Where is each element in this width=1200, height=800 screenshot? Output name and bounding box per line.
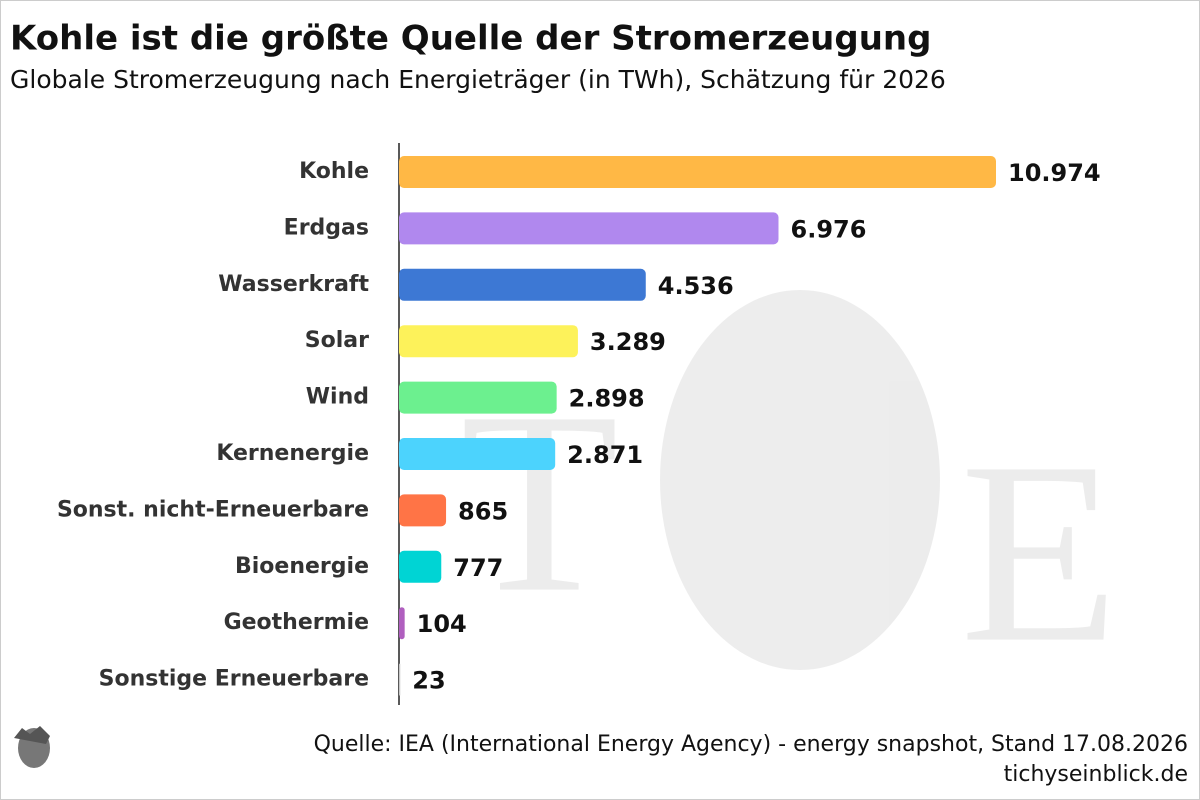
source: Quelle: IEA (International Energy Agency… — [314, 732, 1188, 757]
bar — [399, 663, 401, 696]
publisher: tichyseinblick.de — [1004, 762, 1188, 787]
category-label: Wind — [306, 385, 369, 410]
watermark-head — [660, 290, 940, 670]
category-label: Sonst. nicht-Erneuerbare — [57, 497, 369, 522]
chart-title: Kohle ist die größte Quelle der Stromerz… — [10, 19, 931, 59]
bar — [399, 156, 996, 188]
value-label: 23 — [412, 667, 445, 695]
category-label: Kohle — [299, 159, 369, 184]
category-label: Sonstige Erneuerbare — [99, 667, 369, 692]
logo-wing — [14, 726, 50, 744]
category-label: Wasserkraft — [218, 272, 369, 297]
category-label: Erdgas — [284, 215, 369, 240]
value-label: 865 — [458, 497, 508, 525]
value-label: 2.898 — [569, 385, 645, 413]
bar — [399, 212, 779, 245]
value-label: 777 — [453, 554, 503, 582]
logo — [14, 726, 50, 768]
category-label: Geothermie — [224, 610, 369, 635]
value-label: 10.974 — [1008, 159, 1101, 187]
bar — [399, 381, 557, 414]
bar — [399, 607, 405, 640]
value-label: 4.536 — [658, 272, 734, 300]
bar — [399, 438, 556, 470]
bar — [399, 325, 578, 358]
value-label: 3.289 — [590, 328, 666, 356]
category-label: Bioenergie — [235, 554, 369, 579]
watermark-letter: E — [960, 409, 1119, 697]
bar — [399, 550, 442, 583]
category-label: Kernenergie — [216, 441, 369, 466]
value-label: 104 — [417, 610, 467, 638]
value-label: 6.976 — [791, 215, 867, 243]
chart-subtitle: Globale Stromerzeugung nach Energieträge… — [10, 65, 946, 94]
bar — [399, 494, 447, 527]
value-label: 2.871 — [567, 441, 643, 469]
category-label: Solar — [305, 328, 369, 353]
bar — [399, 268, 646, 301]
